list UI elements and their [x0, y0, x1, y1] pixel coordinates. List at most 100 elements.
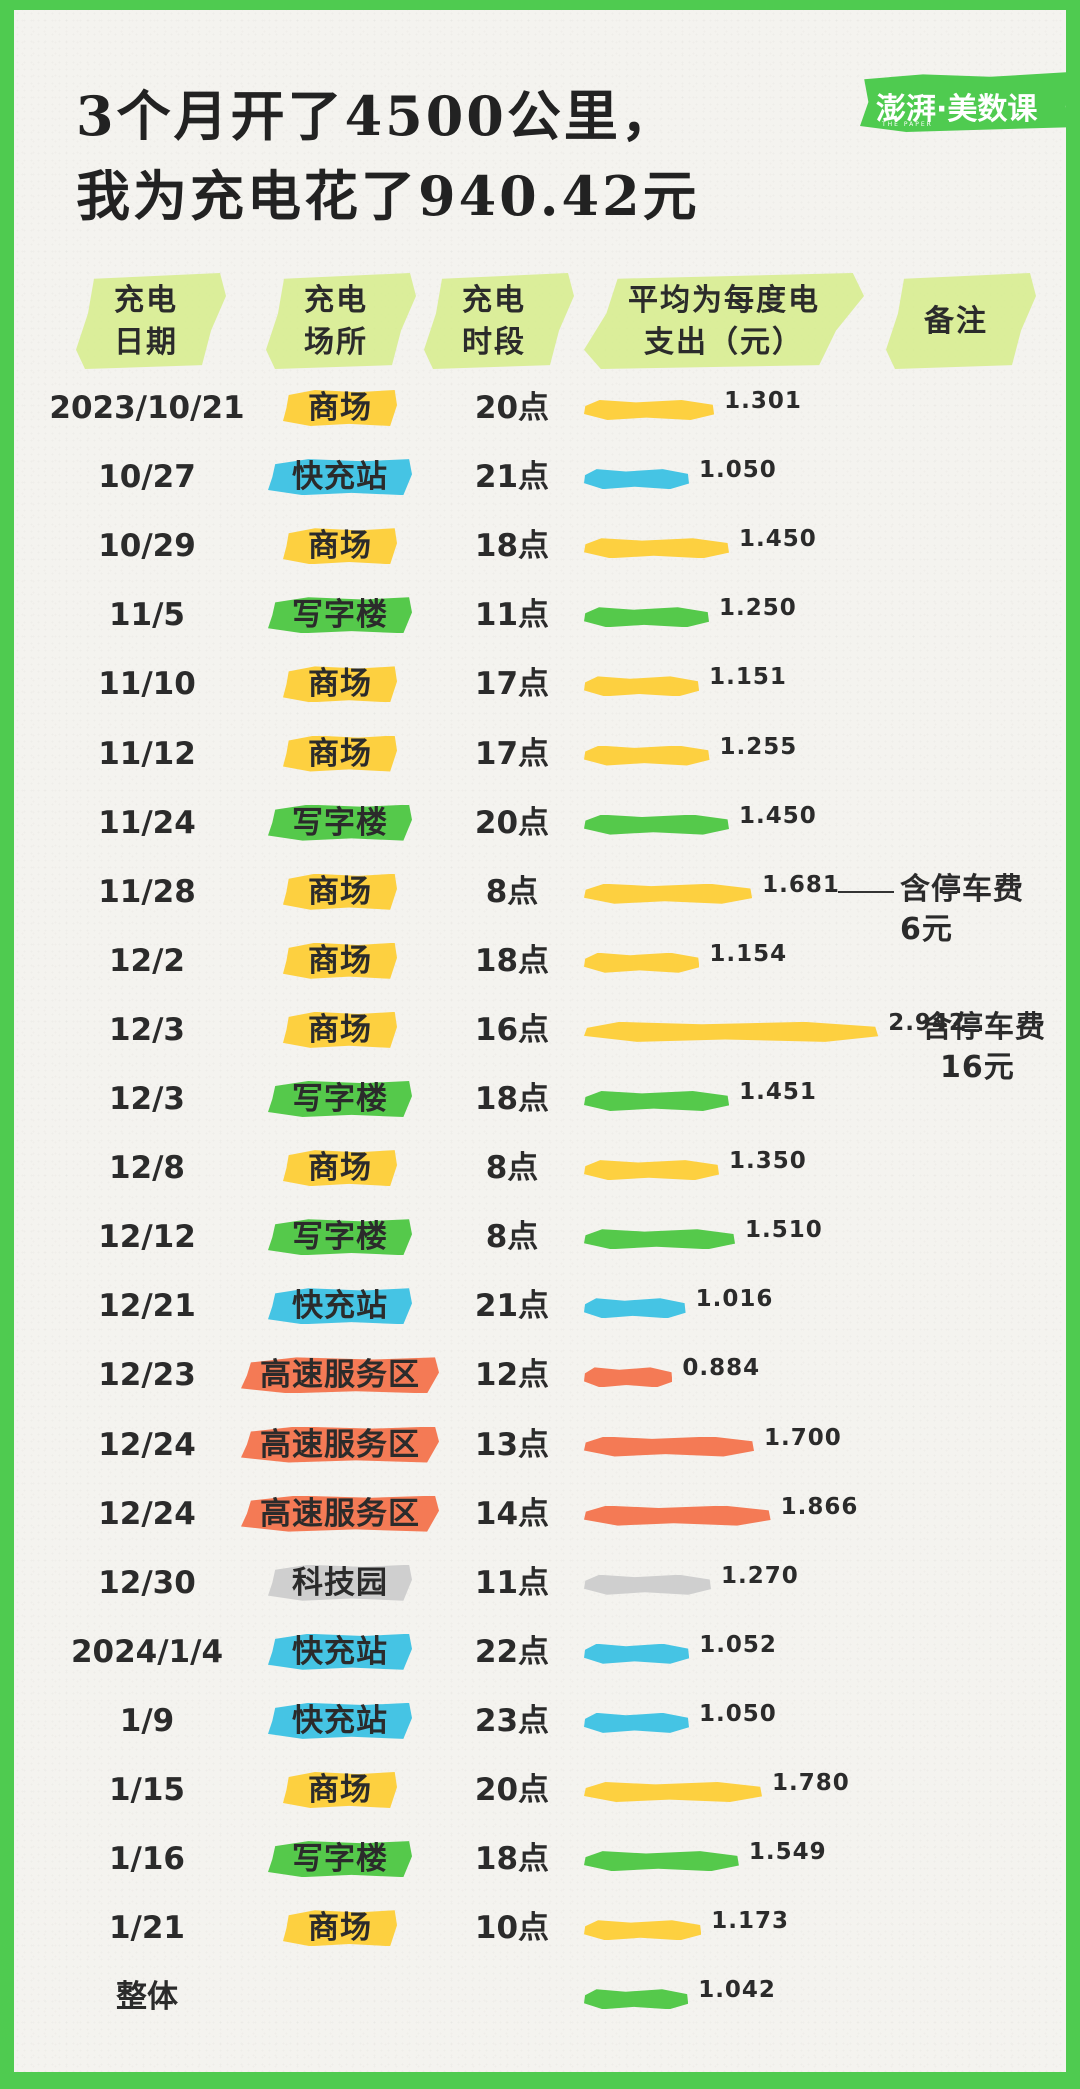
row-time: 20点	[474, 1772, 550, 1808]
place-brush-stroke	[283, 666, 397, 703]
logo-subtext: THE PAPER	[882, 121, 933, 128]
bar-value-label: 1.151	[709, 664, 787, 691]
row-note: 含停车费 16元	[922, 1008, 1046, 1088]
row-time: 8点	[485, 1150, 539, 1187]
row-date: 12/8	[108, 1150, 186, 1187]
row-date: 12/2	[108, 942, 186, 979]
row-note-line: 16元	[940, 1049, 1015, 1085]
place-brush-stroke	[268, 1633, 412, 1670]
row-place-label: 写字楼	[292, 1841, 388, 1878]
row-time: 17点	[474, 666, 550, 703]
bar-mark	[584, 538, 729, 559]
header-time-text: 充电 时段	[414, 267, 574, 377]
bar-value-label: 1.350	[729, 1148, 807, 1175]
row-time: 21点	[474, 1288, 550, 1325]
place-brush-stroke	[268, 1841, 412, 1878]
bar-mark	[584, 1021, 879, 1042]
row-place: 高速服务区	[241, 1349, 439, 1401]
bar-value-label: 1.154	[709, 940, 788, 967]
bar-value-label: 1.173	[711, 1908, 790, 1935]
bar-value-label: 1.050	[699, 1700, 777, 1727]
row-time: 12点	[474, 1357, 550, 1394]
row-place-label: 商场	[308, 666, 372, 703]
row-time: 16点	[474, 1011, 550, 1048]
place-brush-stroke	[283, 390, 397, 426]
row-date: 11/5	[108, 597, 186, 634]
header-date-line: 充电	[114, 283, 178, 318]
header-time-brush	[424, 273, 574, 369]
row-date: 12/3	[108, 1011, 186, 1048]
row-date: 1/9	[119, 1702, 175, 1739]
row-date: 10/27	[98, 459, 196, 496]
bar-mark	[584, 469, 689, 490]
bar-mark	[584, 400, 715, 420]
row-place-label: 商场	[308, 1772, 372, 1808]
header-cost-brush	[584, 273, 864, 369]
place-brush-stroke	[283, 735, 397, 772]
row-time: 18点	[474, 528, 550, 565]
row-place: 写字楼	[265, 1211, 415, 1263]
place-brush-stroke	[283, 873, 397, 910]
header-cost-text: 平均为每度电 支出（元）	[574, 267, 874, 377]
bar-mark	[584, 814, 729, 835]
row-place-label: 商场	[308, 942, 372, 979]
row-place-label: 高速服务区	[260, 1357, 420, 1394]
bar-value-label: 1.450	[739, 802, 817, 829]
row-date: 12/24	[98, 1426, 196, 1463]
row-date: 1/15	[108, 1772, 186, 1808]
bar-value-label: 1.780	[772, 1770, 850, 1796]
bar-mark	[584, 1367, 673, 1388]
row-place-label: 商场	[308, 528, 372, 565]
header-cost-line: 平均为每度电	[628, 283, 820, 318]
row-place-label: 商场	[308, 873, 372, 910]
row-place: 写字楼	[265, 1833, 415, 1885]
row-place: 商场	[265, 866, 415, 918]
bar-value-label: 1.270	[721, 1562, 799, 1589]
row-date: 12/30	[98, 1564, 196, 1601]
bar-mark	[584, 1920, 702, 1941]
logo-text: 澎湃·美数课	[876, 92, 1038, 127]
logo-brush-background	[860, 72, 1066, 132]
row-time: 8点	[485, 873, 539, 910]
place-brush-stroke	[241, 1495, 439, 1532]
bar-value-label: 1.451	[739, 1079, 817, 1105]
header-time-line: 时段	[462, 325, 526, 360]
bar-mark	[584, 607, 709, 628]
place-brush-stroke	[268, 1564, 412, 1601]
place-brush-stroke	[268, 804, 412, 841]
bar-mark	[584, 745, 710, 766]
bar-mark	[584, 1298, 686, 1319]
row-time: 18点	[474, 1081, 550, 1117]
bar-value-label: 1.052	[699, 1631, 777, 1658]
row-time: 18点	[474, 942, 550, 979]
header-place: 充电 场所	[256, 267, 416, 377]
chart-title-line-2: 我为充电花了940.42元	[76, 164, 700, 228]
row-place-label: 快充站	[292, 459, 388, 496]
row-place: 商场	[265, 1764, 415, 1816]
chart-title-line-1: 3个月开了4500公里，	[76, 84, 678, 148]
place-brush-stroke	[268, 597, 412, 634]
place-brush-stroke	[268, 459, 412, 496]
row-date: 10/29	[98, 528, 196, 565]
row-time: 20点	[474, 804, 550, 841]
row-date: 11/12	[98, 735, 196, 772]
row-place: 商场	[265, 520, 415, 572]
header-note-text: 备注	[876, 267, 1036, 377]
row-place: 写字楼	[265, 797, 415, 849]
row-date: 12/23	[98, 1357, 196, 1394]
bar-mark	[584, 1229, 735, 1250]
header-cost-line: 支出（元）	[644, 325, 804, 360]
row-place: 快充站	[265, 1695, 415, 1747]
row-date: 12/21	[98, 1288, 196, 1325]
note-connector-line	[963, 1028, 976, 1031]
row-place-label: 商场	[308, 1011, 372, 1048]
bar-mark	[584, 1091, 730, 1111]
row-place-label: 写字楼	[292, 1219, 388, 1256]
place-brush-stroke	[283, 528, 397, 565]
header-place-brush	[266, 273, 416, 369]
header-place-text: 充电 场所	[256, 267, 416, 377]
place-brush-stroke	[268, 1219, 412, 1256]
header-note-brush	[886, 273, 1036, 369]
row-place: 高速服务区	[241, 1419, 439, 1471]
header-date-line: 日期	[114, 325, 178, 360]
